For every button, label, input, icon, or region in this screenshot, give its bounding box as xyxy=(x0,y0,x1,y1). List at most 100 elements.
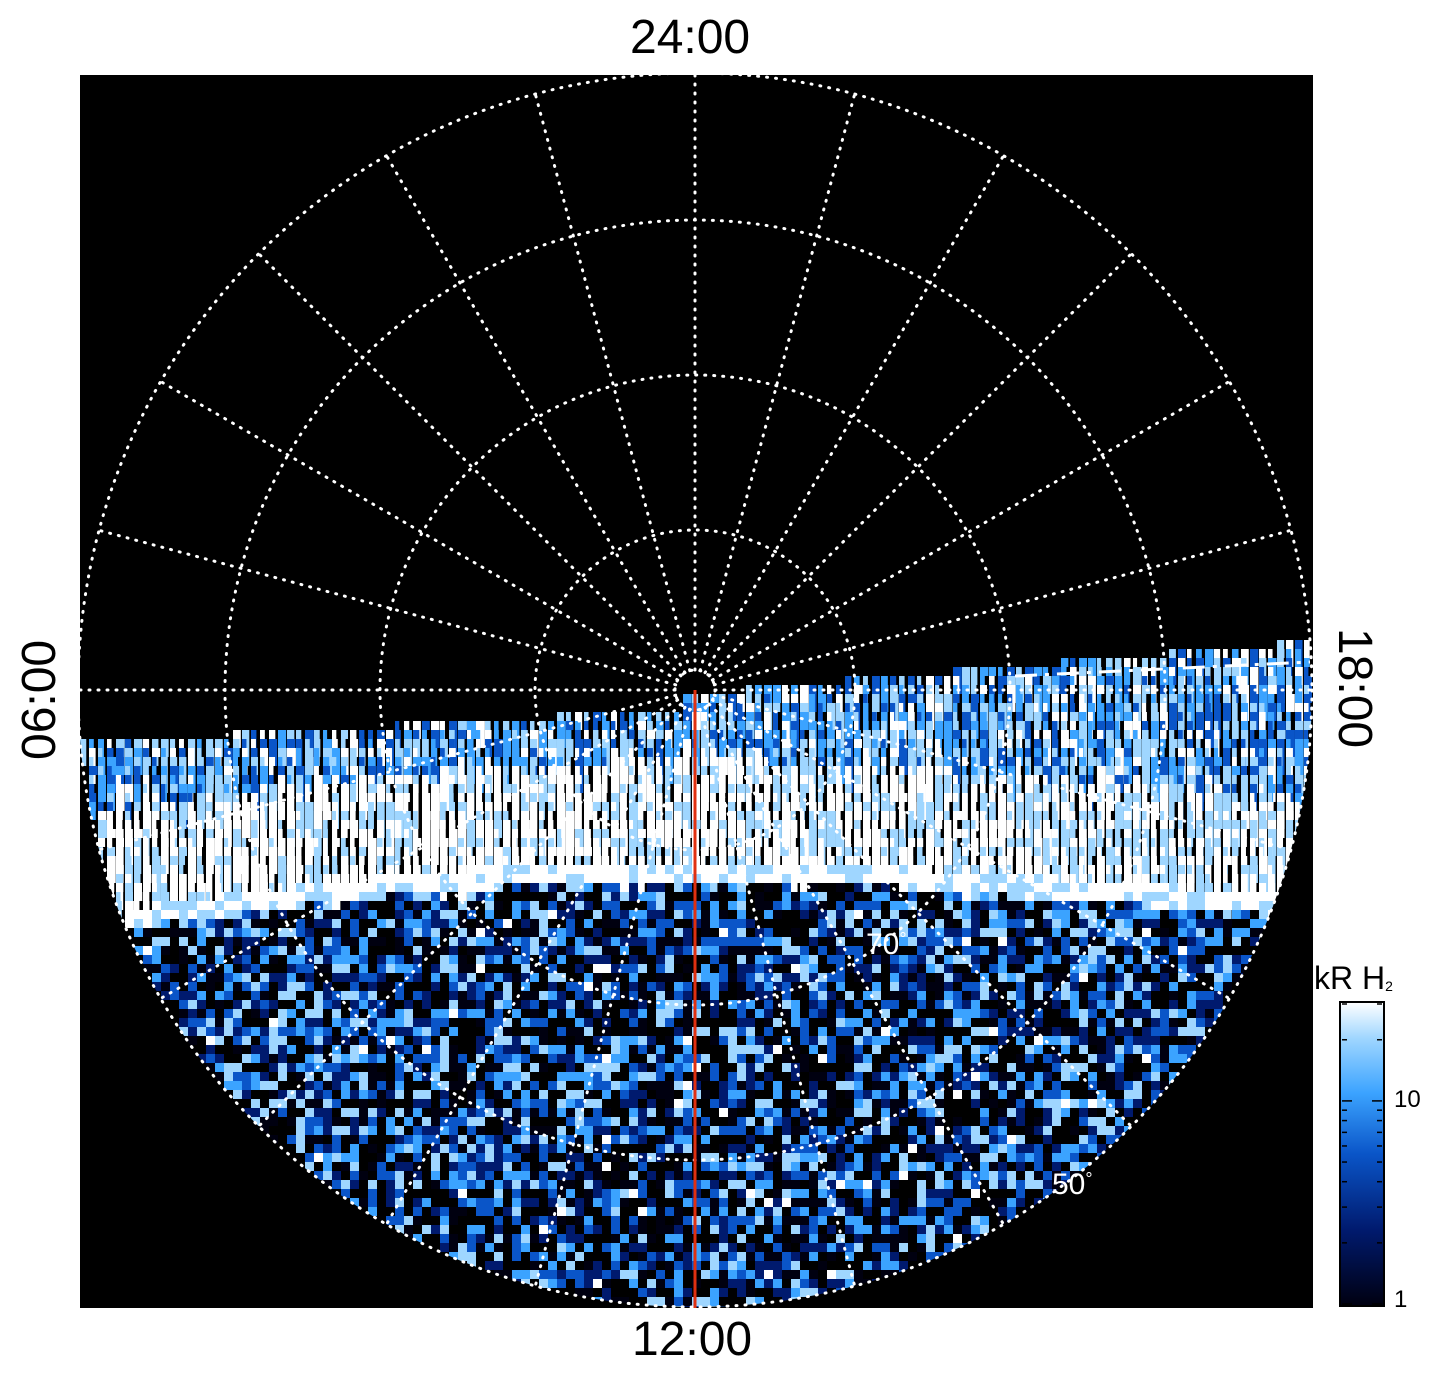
emission-pixel xyxy=(566,901,575,910)
emission-pixel xyxy=(1061,973,1070,982)
emission-pixel xyxy=(1106,1045,1115,1054)
emission-pixel xyxy=(512,757,521,766)
emission-pixel xyxy=(512,955,521,964)
emission-pixel xyxy=(737,901,746,910)
emission-pixel xyxy=(242,1000,251,1009)
emission-pixel xyxy=(1169,1054,1178,1063)
emission-pixel xyxy=(737,856,746,865)
emission-pixel xyxy=(494,955,503,964)
emission-pixel xyxy=(1079,892,1088,901)
emission-pixel xyxy=(1124,1081,1133,1090)
emission-pixel xyxy=(1169,1072,1178,1081)
emission-pixel xyxy=(458,883,467,892)
emission-pixel xyxy=(872,937,881,946)
emission-pixel xyxy=(116,829,124,838)
emission-pixel xyxy=(152,973,161,982)
emission-pixel xyxy=(260,946,269,955)
emission-pixel xyxy=(350,982,359,991)
emission-pixel xyxy=(827,721,833,730)
emission-pixel xyxy=(638,1036,647,1045)
emission-pixel xyxy=(962,1009,971,1018)
emission-pixel xyxy=(962,928,971,937)
emission-pixel xyxy=(440,838,449,847)
emission-pixel xyxy=(602,964,611,973)
emission-pixel xyxy=(764,793,770,802)
emission-pixel xyxy=(665,1036,674,1045)
emission-pixel xyxy=(476,928,485,937)
emission-pixel xyxy=(440,1054,449,1063)
emission-pixel xyxy=(260,757,265,766)
emission-pixel xyxy=(791,874,800,883)
emission-pixel xyxy=(1088,784,1095,793)
emission-pixel xyxy=(125,910,134,919)
emission-pixel xyxy=(512,838,517,847)
emission-pixel xyxy=(1133,730,1138,739)
emission-pixel xyxy=(971,766,978,775)
emission-pixel xyxy=(404,793,410,802)
emission-pixel xyxy=(899,964,908,973)
emission-pixel xyxy=(584,901,593,910)
emission-pixel xyxy=(989,1072,998,1081)
emission-pixel xyxy=(620,1036,629,1045)
emission-pixel xyxy=(242,1108,251,1117)
emission-pixel xyxy=(980,874,989,883)
emission-pixel xyxy=(854,946,863,955)
emission-pixel xyxy=(989,1081,998,1090)
emission-pixel xyxy=(1151,811,1156,820)
emission-pixel xyxy=(1178,820,1183,829)
emission-pixel xyxy=(1142,928,1151,937)
emission-pixel xyxy=(386,982,395,991)
emission-pixel xyxy=(440,856,448,865)
emission-pixel xyxy=(548,964,557,973)
emission-pixel xyxy=(485,1099,494,1108)
emission-pixel xyxy=(1016,919,1025,928)
emission-pixel xyxy=(512,1054,521,1063)
emission-pixel xyxy=(782,955,791,964)
emission-pixel xyxy=(1052,883,1061,892)
emission-pixel xyxy=(1151,874,1158,883)
emission-pixel xyxy=(332,892,341,901)
emission-pixel xyxy=(935,1054,944,1063)
emission-pixel xyxy=(899,883,908,892)
emission-pixel xyxy=(449,1054,458,1063)
emission-pixel xyxy=(998,829,1003,838)
emission-pixel xyxy=(521,991,530,1000)
emission-pixel xyxy=(458,1054,467,1063)
emission-pixel xyxy=(404,964,413,973)
emission-pixel xyxy=(863,766,868,775)
emission-pixel xyxy=(548,1108,557,1117)
emission-pixel xyxy=(296,1063,305,1072)
emission-pixel xyxy=(251,1108,260,1117)
emission-pixel xyxy=(890,811,896,820)
emission-pixel xyxy=(1187,991,1196,1000)
emission-pixel xyxy=(1088,883,1097,892)
emission-pixel xyxy=(125,766,131,775)
emission-pixel xyxy=(638,730,645,739)
emission-pixel xyxy=(1133,757,1142,766)
emission-pixel xyxy=(1169,883,1178,892)
emission-pixel xyxy=(1160,1081,1169,1090)
emission-pixel xyxy=(1187,829,1196,838)
emission-pixel xyxy=(1025,739,1031,748)
emission-pixel xyxy=(1268,721,1273,730)
emission-pixel xyxy=(863,1009,872,1018)
emission-pixel xyxy=(989,1027,998,1036)
emission-pixel xyxy=(503,928,512,937)
emission-pixel xyxy=(1178,946,1187,955)
emission-pixel xyxy=(701,1054,710,1063)
emission-pixel xyxy=(395,937,404,946)
emission-pixel xyxy=(539,793,548,802)
emission-pixel xyxy=(890,739,897,748)
emission-pixel xyxy=(548,991,557,1000)
emission-pixel xyxy=(575,1108,584,1117)
emission-pixel xyxy=(323,1081,332,1090)
emission-pixel xyxy=(980,1063,989,1072)
emission-pixel xyxy=(665,919,674,928)
emission-pixel xyxy=(1286,739,1291,748)
emission-pixel xyxy=(494,802,502,811)
emission-pixel xyxy=(809,955,818,964)
emission-pixel xyxy=(197,910,206,919)
emission-pixel xyxy=(674,865,683,874)
emission-pixel xyxy=(728,883,737,892)
emission-pixel xyxy=(755,838,762,847)
